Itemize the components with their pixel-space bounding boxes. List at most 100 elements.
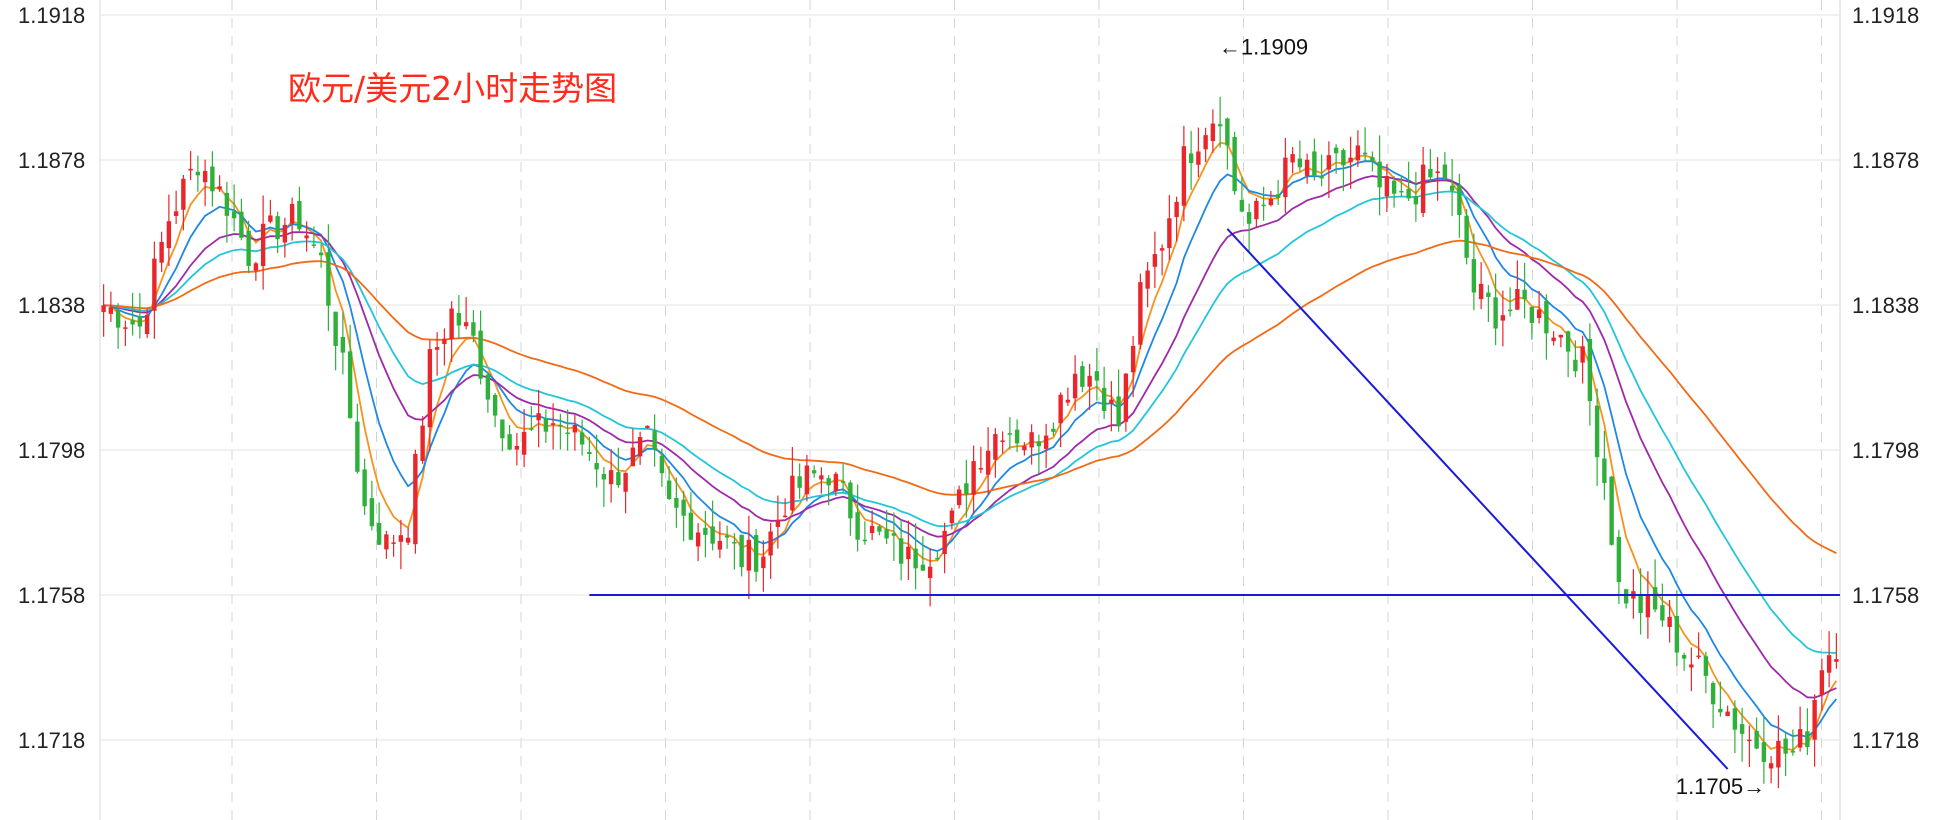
candle-body [1101,387,1107,412]
candle-body [637,437,643,457]
candle-body [935,557,940,560]
candle-body [1594,405,1600,458]
candle-body [1478,283,1484,300]
candle-body [514,445,520,450]
candle-body [1565,331,1571,352]
candles [101,96,1839,789]
candle-body [304,235,309,239]
trend-line [1226,228,1729,770]
ma-line-10 [103,160,1838,739]
candle-body [1645,594,1651,618]
candle-body [1667,616,1672,627]
candle-body [1747,739,1752,742]
candle-body [1732,708,1738,730]
candle-body [891,533,897,536]
y-tick-label-right: 1.1758 [1852,583,1919,608]
candle-body [1471,259,1477,293]
candle-body [1696,655,1701,658]
candle-body [652,430,657,450]
candle-body [181,178,186,210]
overlays: ←1.1909 1.1705→ [589,35,1840,799]
candle-body [1776,740,1781,768]
candle-body [442,338,447,345]
candle-body [819,475,824,480]
candle-body [1174,201,1179,218]
candle-body [1370,157,1375,162]
candle-body [782,515,788,518]
candle-body [869,525,875,534]
candle-body [318,252,324,256]
candle-body [1399,190,1404,193]
candle-body [1297,158,1303,168]
candle-body [768,531,773,556]
candle-body [1290,154,1295,163]
candle-body [1152,254,1158,267]
candle-body [1377,161,1382,188]
candle-body [572,425,578,433]
candle-body [623,472,628,492]
price-annotation: ←1.1909 [1219,35,1308,60]
candle-body [1036,441,1042,447]
moving-averages [103,141,1838,751]
candle-body [1348,157,1353,163]
y-tick-label-right: 1.1718 [1852,728,1919,753]
candle-body [1217,124,1223,127]
candle-body [956,489,962,506]
candle-body [840,481,846,483]
y-tick-label-right: 1.1878 [1852,148,1919,173]
candle-body [985,450,991,475]
candle-body [347,351,353,419]
candle-body [1602,458,1607,484]
candle-body [1014,429,1020,444]
candle-body [811,470,817,474]
candle-body [507,434,512,450]
candle-body [123,327,128,329]
candle-body [398,535,404,542]
candle-body [587,451,592,455]
y-tick-label-left: 1.1718 [18,728,85,753]
candle-body [1058,394,1063,424]
y-tick-label-right: 1.1838 [1852,293,1919,318]
candle-body [137,316,143,327]
candle-body [1689,664,1694,668]
candle-body [1145,270,1150,289]
candle-body [268,215,273,222]
candle-body [964,483,969,495]
candle-body [775,519,781,527]
candle-body [1109,399,1114,404]
candle-body [275,216,280,239]
candle-body [659,455,665,474]
candle-body [478,330,483,379]
candle-body [1159,248,1165,251]
candle-body [1072,373,1078,399]
candle-body [993,434,998,460]
candle-body [855,512,860,540]
axis-labels: 1.1918 1.1918 1.1878 1.1878 1.1838 1.1838 1.17… [18,3,1919,753]
candle-body [1486,292,1491,297]
candle-body [521,431,527,455]
ma-line-5 [103,141,1838,751]
candle-body [311,244,317,246]
candle-body [1254,200,1259,220]
candle-body [101,305,106,313]
candle-body [1029,432,1034,448]
candle-body [1065,399,1071,403]
candle-body [826,478,831,486]
candle-body [1239,199,1245,212]
candle-body [942,530,947,555]
candle-body [884,529,889,539]
candle-body [391,542,396,544]
candle-body [703,527,708,535]
candle-body [877,526,882,532]
candle-body [920,564,926,571]
candle-body [761,556,766,569]
candle-body [159,241,164,263]
candle-body [376,522,382,545]
candle-body [927,566,933,579]
candle-body [1246,212,1252,224]
candle-body [1493,297,1498,329]
candle-body [326,252,331,306]
ma-line-30 [103,190,1837,654]
candle-body [1232,136,1237,192]
